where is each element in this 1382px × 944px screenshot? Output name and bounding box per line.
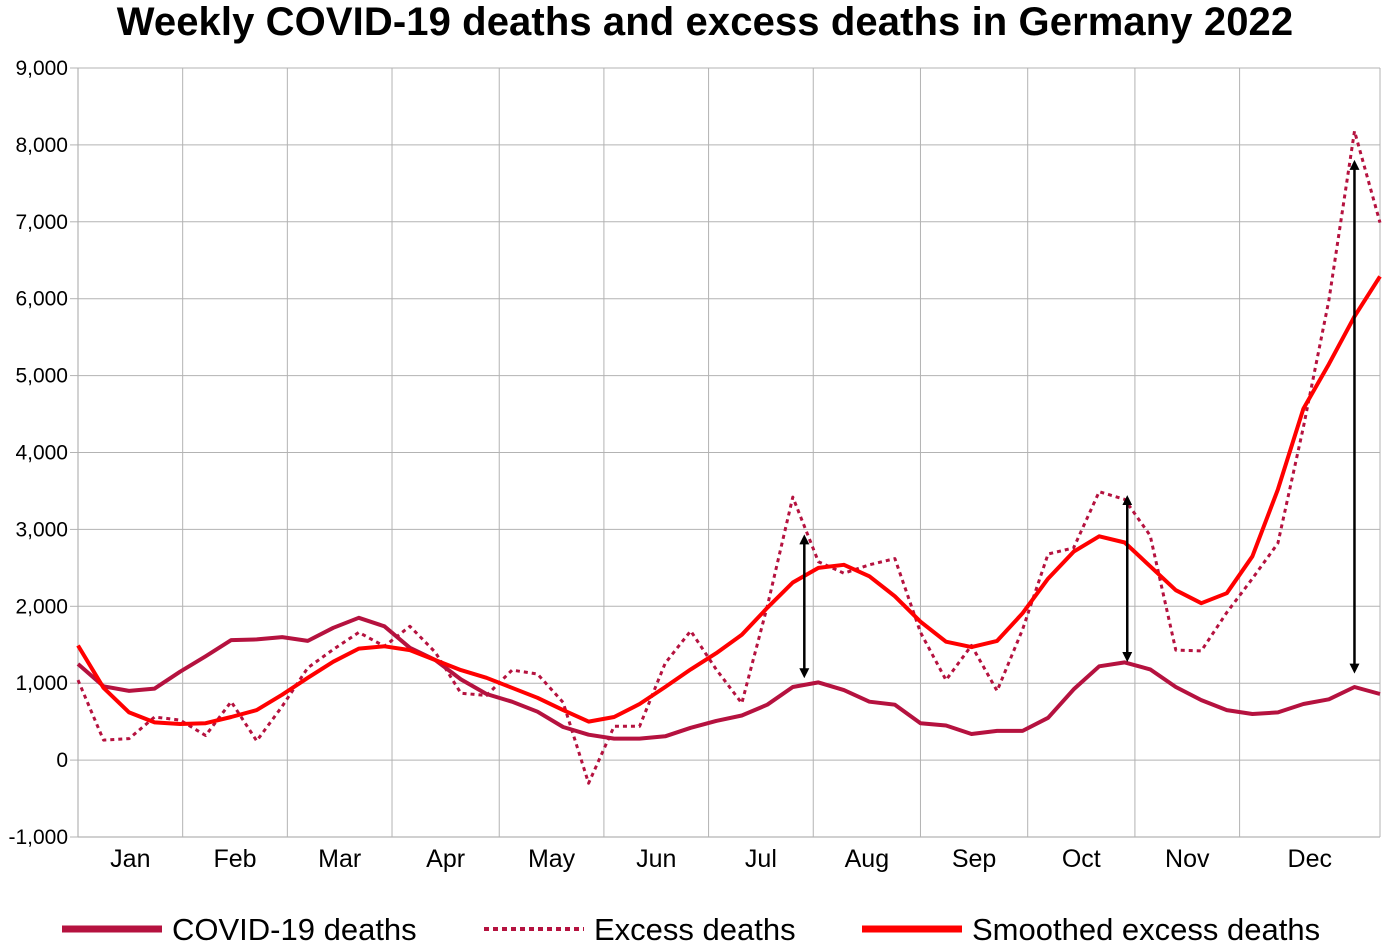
x-tick-label: May	[528, 845, 576, 873]
y-tick-label: 5,000	[15, 365, 68, 388]
series-0	[76, 615, 1381, 741]
series-2	[76, 275, 1382, 726]
series-line	[76, 129, 1382, 785]
y-tick-label: 7,000	[15, 211, 68, 234]
x-tick-label: Dec	[1288, 845, 1332, 873]
y-tick-label: -1,000	[8, 826, 68, 849]
legend-item: COVID-19 deaths	[62, 912, 417, 944]
chart-title: Weekly COVID-19 deaths and excess deaths…	[116, 0, 1294, 44]
series-line	[76, 275, 1382, 726]
series-lines	[76, 129, 1382, 785]
x-tick-label: Apr	[426, 845, 465, 873]
y-tick-label: 1,000	[15, 672, 68, 695]
x-tick-label: Sep	[952, 845, 996, 873]
x-tick-label: Jan	[110, 845, 150, 873]
legend-label: Smoothed excess deaths	[972, 912, 1320, 944]
x-tick-label: Jul	[745, 845, 777, 873]
y-tick-label: 9,000	[15, 57, 68, 80]
y-tick-label: 3,000	[15, 518, 68, 541]
legend: COVID-19 deaths Excess deaths Smoothed exc…	[62, 912, 1320, 944]
x-tick-label: Feb	[213, 845, 256, 873]
y-tick-label: 8,000	[15, 134, 68, 157]
x-tick-label: Aug	[845, 845, 889, 873]
series-line	[76, 615, 1381, 741]
annotation-arrows	[799, 159, 1360, 679]
x-tick-label: Nov	[1165, 845, 1210, 873]
legend-label: COVID-19 deaths	[172, 912, 417, 944]
tick-labels: -1,000 0 1,000 2,000 3,000 4,000 5,000 6,000 7,0…	[8, 57, 1332, 873]
x-tick-label: Oct	[1062, 845, 1101, 873]
y-tick-label: 6,000	[15, 288, 68, 311]
legend-label: Excess deaths	[594, 912, 796, 944]
axes	[70, 67, 1380, 838]
legend-item: Smoothed excess deaths	[862, 912, 1320, 944]
legend-item: Excess deaths	[484, 912, 796, 944]
x-tick-label: Mar	[318, 845, 361, 873]
y-tick-label: 4,000	[15, 442, 68, 465]
series-1	[76, 129, 1382, 785]
x-tick-label: Jun	[636, 845, 676, 873]
y-tick-label: 0	[56, 749, 68, 772]
y-tick-label: 2,000	[15, 595, 68, 618]
grid-lines	[77, 67, 1381, 838]
